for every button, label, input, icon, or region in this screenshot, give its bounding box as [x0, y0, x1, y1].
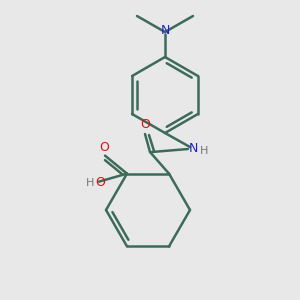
Text: H: H	[200, 146, 208, 156]
Text: H: H	[86, 178, 94, 188]
Text: O: O	[99, 141, 109, 154]
Text: O: O	[140, 118, 150, 131]
Text: O: O	[95, 176, 105, 189]
Text: N: N	[188, 142, 198, 155]
Text: N: N	[160, 25, 170, 38]
